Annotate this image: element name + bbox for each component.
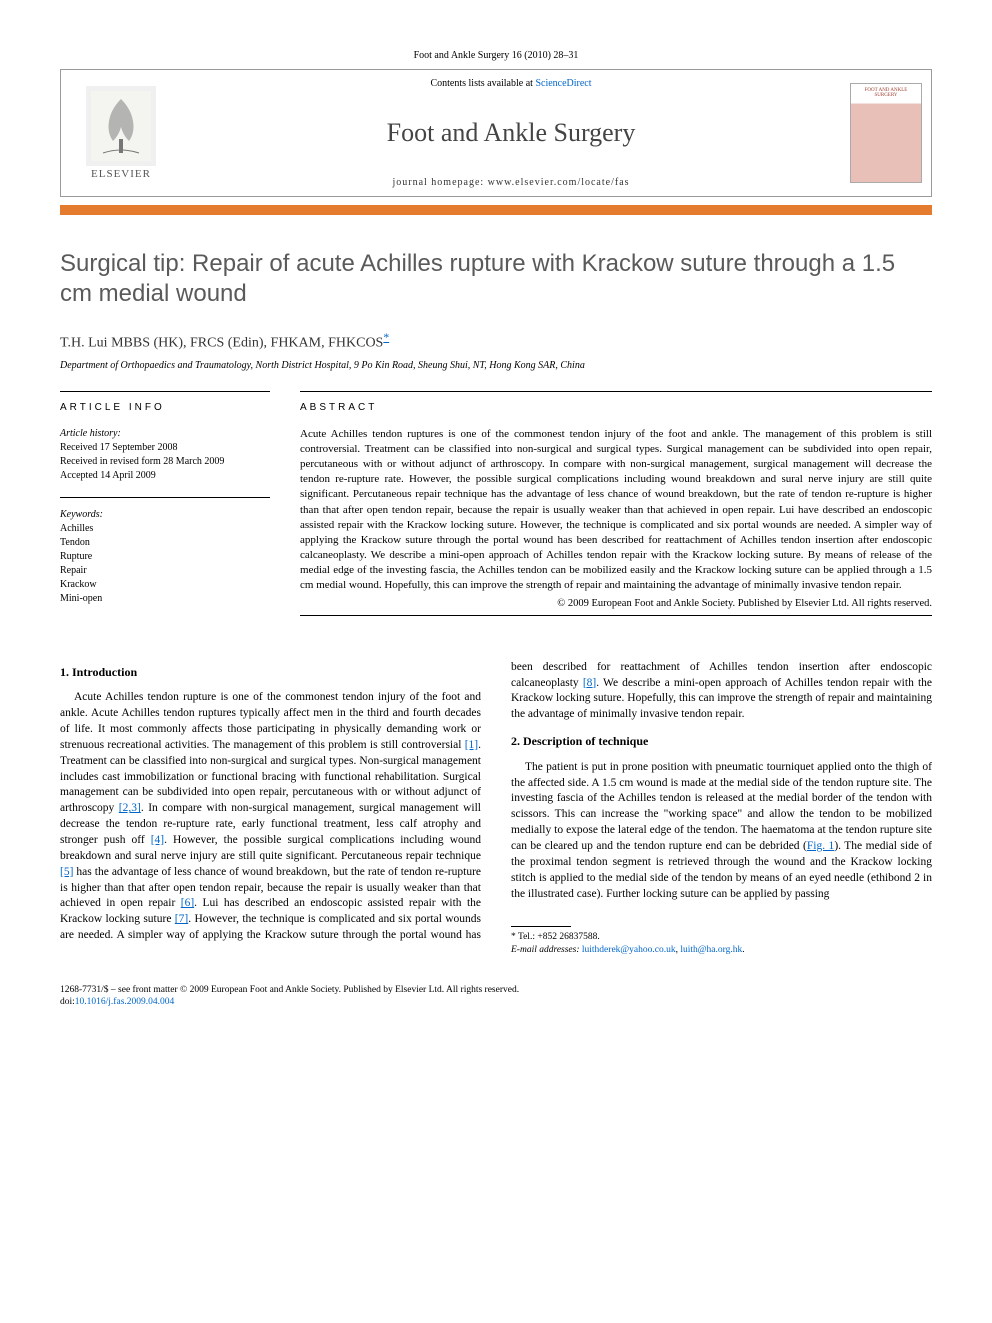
- page-footer: 1268-7731/$ – see front matter © 2009 Eu…: [60, 984, 932, 1009]
- citation-link[interactable]: [1]: [465, 739, 478, 751]
- info-divider: [60, 497, 270, 498]
- citation-link[interactable]: [6]: [181, 897, 194, 909]
- corresponding-link[interactable]: *: [383, 331, 389, 344]
- footnote-block: * Tel.: +852 26837588. E-mail addresses:…: [511, 926, 932, 956]
- authors-line: T.H. Lui MBBS (HK), FRCS (Edin), FHKAM, …: [60, 331, 932, 352]
- body-text: The patient is put in prone position wit…: [511, 761, 932, 852]
- contents-available-line: Contents lists available at ScienceDirec…: [430, 78, 591, 89]
- keyword: Tendon: [60, 537, 90, 548]
- history-label: Article history:: [60, 428, 121, 439]
- author-corresponding-mark: *: [383, 331, 389, 344]
- keyword: Achilles: [60, 523, 93, 534]
- author-name: T.H. Lui MBBS (HK), FRCS (Edin), FHKAM, …: [60, 336, 383, 351]
- journal-header: ELSEVIER Contents lists available at Sci…: [60, 69, 932, 197]
- keyword: Rupture: [60, 551, 92, 562]
- citation-link[interactable]: [2,3]: [119, 802, 141, 814]
- footnote-separator: [511, 926, 571, 927]
- keywords-label: Keywords:: [60, 509, 103, 520]
- keywords-block: Keywords: Achilles Tendon Rupture Repair…: [60, 508, 270, 606]
- publisher-name: ELSEVIER: [91, 168, 151, 180]
- history-received: Received 17 September 2008: [60, 442, 177, 453]
- doi-line: doi:10.1016/j.fas.2009.04.004: [60, 996, 932, 1008]
- keyword: Repair: [60, 565, 87, 576]
- citation-link[interactable]: [4]: [151, 834, 164, 846]
- sciencedirect-link[interactable]: ScienceDirect: [535, 78, 591, 89]
- corresponding-tel: * Tel.: +852 26837588.: [511, 931, 932, 943]
- email-link[interactable]: luithderek@yahoo.co.uk: [582, 945, 676, 955]
- accent-bar: [60, 205, 932, 215]
- technique-paragraph: The patient is put in prone position wit…: [511, 760, 932, 903]
- abstract-copyright: © 2009 European Foot and Ankle Society. …: [300, 598, 932, 609]
- email-link[interactable]: luith@ha.org.hk: [680, 945, 742, 955]
- citation-link[interactable]: [5]: [60, 866, 73, 878]
- publisher-logo-cell: ELSEVIER: [61, 70, 181, 196]
- article-title: Surgical tip: Repair of acute Achilles r…: [60, 249, 932, 309]
- history-revised: Received in revised form 28 March 2009: [60, 456, 224, 467]
- copyright-line: 1268-7731/$ – see front matter © 2009 Eu…: [60, 984, 932, 996]
- journal-cover-thumb: FOOT AND ANKLE SURGERY: [850, 83, 922, 183]
- journal-homepage: journal homepage: www.elsevier.com/locat…: [392, 177, 629, 188]
- article-info-column: ARTICLE INFO Article history: Received 1…: [60, 391, 270, 620]
- history-accepted: Accepted 14 April 2009: [60, 470, 156, 481]
- elsevier-tree-icon: [86, 86, 156, 166]
- doi-link[interactable]: 10.1016/j.fas.2009.04.004: [75, 997, 174, 1007]
- citation-link[interactable]: [8]: [583, 677, 596, 689]
- running-head: Foot and Ankle Surgery 16 (2010) 28–31: [60, 50, 932, 61]
- email-label: E-mail addresses:: [511, 945, 580, 955]
- article-history-block: Article history: Received 17 September 2…: [60, 427, 270, 483]
- abstract-column: ABSTRACT Acute Achilles tendon ruptures …: [300, 391, 932, 620]
- body-text: Acute Achilles tendon rupture is one of …: [60, 691, 481, 751]
- journal-name: Foot and Ankle Surgery: [387, 118, 636, 148]
- cover-thumb-title: FOOT AND ANKLE SURGERY: [853, 88, 919, 98]
- journal-cover-cell: FOOT AND ANKLE SURGERY: [841, 70, 931, 196]
- header-center: Contents lists available at ScienceDirec…: [181, 70, 841, 196]
- figure-link[interactable]: Fig. 1: [807, 840, 834, 852]
- article-info-heading: ARTICLE INFO: [60, 391, 270, 413]
- contents-prefix: Contents lists available at: [430, 78, 535, 89]
- abstract-text: Acute Achilles tendon ruptures is one of…: [300, 427, 932, 594]
- doi-label: doi:: [60, 997, 75, 1007]
- body-columns: 1. Introduction Acute Achilles tendon ru…: [60, 660, 932, 956]
- keyword: Krackow: [60, 579, 97, 590]
- corresponding-emails: E-mail addresses: luithderek@yahoo.co.uk…: [511, 944, 932, 956]
- keyword: Mini-open: [60, 593, 102, 604]
- section-heading-intro: 1. Introduction: [60, 664, 481, 681]
- affiliation: Department of Orthopaedics and Traumatol…: [60, 360, 932, 371]
- citation-link[interactable]: [7]: [175, 913, 188, 925]
- section-heading-technique: 2. Description of technique: [511, 733, 932, 750]
- abstract-heading: ABSTRACT: [300, 391, 932, 413]
- abstract-bottom-rule: [300, 615, 932, 616]
